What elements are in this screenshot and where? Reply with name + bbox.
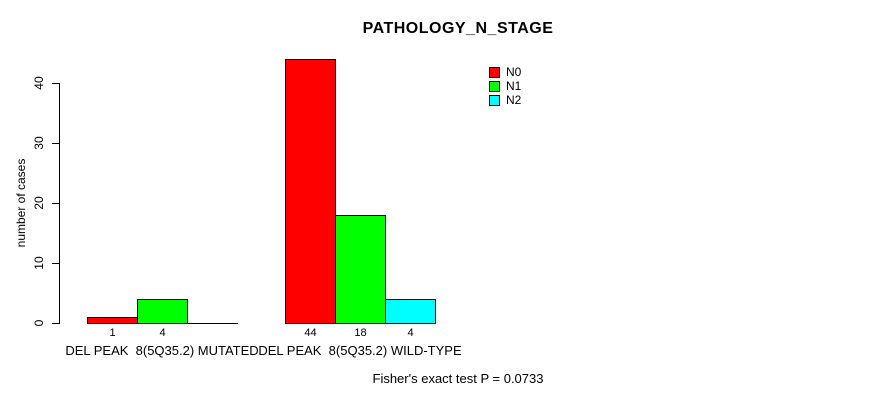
legend-swatch-n2 [489, 94, 500, 106]
legend-label: N1 [506, 79, 522, 93]
y-axis-tick-label: 20 [32, 196, 46, 210]
zero-height-bar-n2-group1 [187, 323, 238, 324]
bar-n0-group2 [285, 59, 336, 324]
y-axis-tick-label: 30 [32, 136, 46, 150]
legend-item-n0: N0 [489, 65, 521, 79]
bar-value-label: 18 [354, 327, 367, 339]
y-axis-tick [52, 83, 59, 84]
legend-label: N0 [506, 65, 522, 79]
legend-swatch-n1 [489, 80, 500, 92]
y-axis-tick-label: 40 [32, 76, 46, 90]
y-axis-tick-label: 10 [32, 256, 46, 270]
y-axis-tick [52, 143, 59, 144]
legend-label: N2 [506, 93, 522, 107]
bar-value-label: 4 [407, 327, 414, 339]
chart-title: PATHOLOGY_N_STAGE [362, 20, 554, 37]
bar-value-label: 1 [109, 327, 116, 339]
y-axis-tick-label: 0 [32, 319, 46, 327]
bar-n1-group2 [335, 215, 386, 324]
category-label: DEL PEAK 8(5Q35.2) WILD-TYPE [258, 343, 462, 358]
bar-value-label: 44 [304, 327, 317, 339]
y-axis-line [59, 83, 60, 324]
y-axis-title: number of cases [14, 158, 28, 248]
category-label: DEL PEAK 8(5Q35.2) MUTATED [65, 343, 259, 358]
bar-n0-group1 [87, 317, 138, 324]
bar-n2-group2 [385, 299, 436, 324]
legend-swatch-n0 [489, 66, 500, 78]
legend-item-n2: N2 [489, 93, 521, 107]
y-axis-tick [52, 323, 59, 324]
y-axis-tick [52, 263, 59, 264]
legend-item-n1: N1 [489, 79, 521, 93]
y-axis-tick [52, 203, 59, 204]
bar-value-label: 4 [159, 327, 166, 339]
bar-n1-group1 [137, 299, 188, 324]
fisher-test-annotation: Fisher's exact test P = 0.0733 [372, 371, 544, 386]
legend: N0 N1 N2 [489, 65, 521, 107]
